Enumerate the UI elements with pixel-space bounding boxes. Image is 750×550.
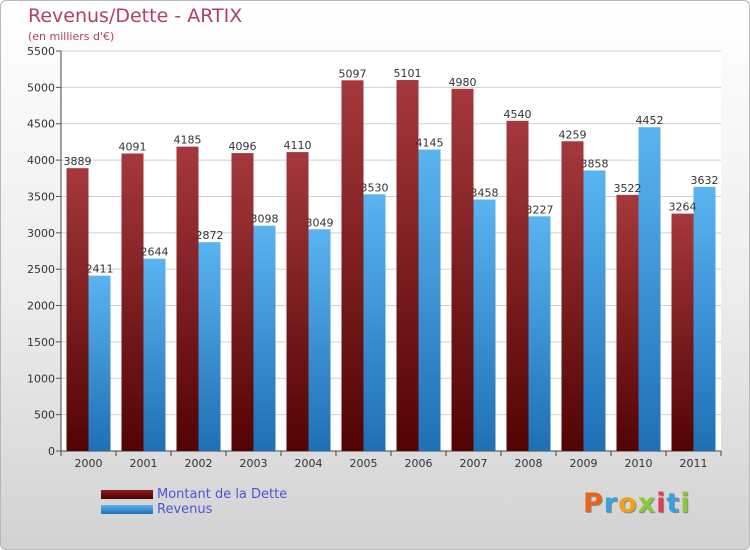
data-label-dette: 4110 [284,139,312,152]
grid-layer [56,50,722,456]
data-label-revenus: 3632 [691,174,719,187]
chart-subtitle: (en milliers d'€) [28,30,115,43]
x-tick-label: 2006 [405,457,433,470]
bar-dette [121,153,144,452]
legend-label-debt: Montant de la Dette [157,487,288,502]
x-tick-label: 2003 [240,457,268,470]
y-tick-label: 2000 [27,300,55,313]
x-tick-label: 2007 [460,457,488,470]
bar-revenus [363,194,386,452]
bar-dette [506,120,529,452]
legend-item-revenus: Revenus [101,502,287,517]
data-label-revenus: 4145 [416,137,444,150]
y-tick-label: 500 [34,409,55,422]
data-label-dette: 4091 [119,140,147,153]
x-tick-label: 2005 [350,457,378,470]
labels-layer: 0 500 1000 1500 2000 2500 3000 3500 4000 4500 5000… [27,45,719,470]
x-tick-label: 2008 [515,457,543,470]
bar-revenus [693,186,716,451]
y-tick-label: 4000 [27,154,55,167]
x-tick-label: 2004 [295,457,323,470]
data-label-dette: 4259 [559,128,587,141]
data-label-revenus: 4452 [636,114,664,127]
bar-dette [451,88,474,452]
bar-revenus [198,242,221,451]
data-label-revenus: 3458 [471,187,499,200]
data-label-dette: 3889 [64,155,92,168]
bar-dette [176,146,199,452]
legend-label-revenus: Revenus [157,502,213,517]
bar-revenus [88,275,111,451]
bar-revenus [528,216,551,451]
data-label-revenus: 2411 [86,263,114,276]
x-tick-label: 2000 [75,457,103,470]
data-label-dette: 5101 [394,67,422,80]
chart-title: Revenus/Dette - ARTIX [28,5,243,27]
bar-dette [286,152,309,451]
data-label-revenus: 3227 [526,203,554,216]
y-tick-label: 3000 [27,227,55,240]
bar-revenus [308,229,331,451]
bar-revenus [638,127,661,451]
bar-revenus [253,225,276,451]
x-tick-label: 2011 [680,457,708,470]
bar-dette [396,80,419,451]
data-label-revenus: 2644 [141,246,169,259]
x-tick-label: 2002 [185,457,213,470]
legend-swatch-debt [101,490,153,499]
y-tick-label: 1000 [27,372,55,385]
x-tick-label: 2010 [625,457,653,470]
data-label-revenus: 3049 [306,216,334,229]
y-tick-label: 0 [48,445,55,458]
legend: Montant de la Dette Revenus [101,487,287,517]
data-label-dette: 4185 [174,134,202,147]
y-tick-label: 5500 [27,45,55,58]
bar-revenus [418,149,441,451]
bar-dette [66,168,89,451]
legend-swatch-revenus [101,505,153,514]
bar-dette [561,141,584,451]
x-tick-label: 2009 [570,457,598,470]
data-label-revenus: 3530 [361,181,389,194]
data-label-dette: 3264 [669,201,697,214]
y-tick-label: 3500 [27,190,55,203]
data-label-revenus: 2872 [196,229,224,242]
bar-revenus [473,199,496,451]
bar-dette [671,213,694,451]
plot-area [61,51,721,451]
data-label-dette: 4096 [229,140,257,153]
proxiti-logo: Proxiti [583,488,691,519]
legend-item-debt: Montant de la Dette [101,487,287,502]
y-tick-label: 1500 [27,336,55,349]
bars-layer [66,80,716,452]
bar-dette [231,153,254,452]
y-tick-label: 4500 [27,118,55,131]
data-label-dette: 3522 [614,182,642,195]
data-label-dette: 5097 [339,67,367,80]
bar-revenus [143,258,166,451]
y-tick-label: 2500 [27,263,55,276]
data-label-revenus: 3098 [251,213,279,226]
bar-dette [341,80,364,452]
y-tick-label: 5000 [27,81,55,94]
x-tick-label: 2001 [130,457,158,470]
data-label-revenus: 3858 [581,157,609,170]
data-label-dette: 4540 [504,108,532,121]
bar-revenus [583,170,606,451]
bar-dette [616,194,639,451]
data-label-dette: 4980 [449,76,477,89]
